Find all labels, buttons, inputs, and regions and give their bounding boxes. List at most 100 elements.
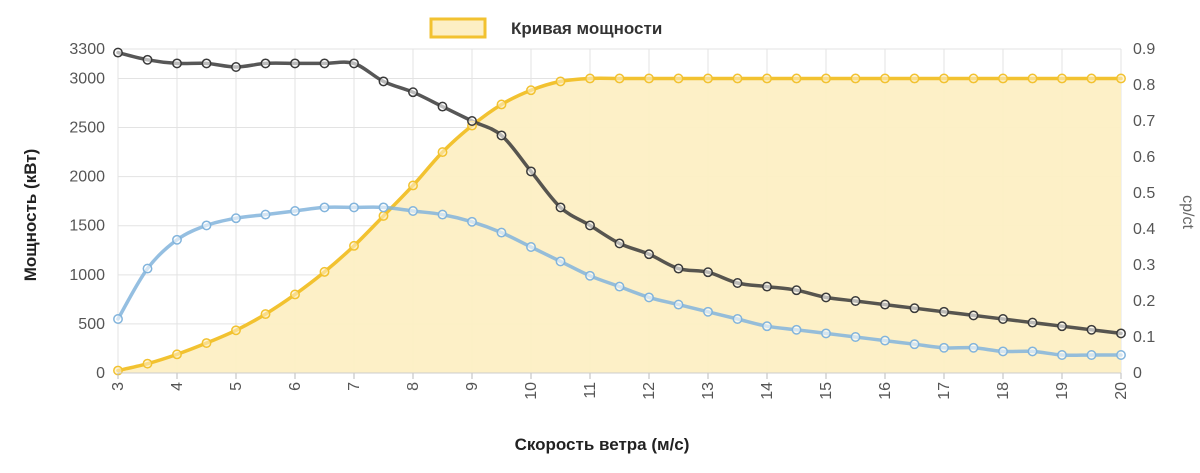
cp-point[interactable] bbox=[467, 116, 477, 126]
ct-point[interactable] bbox=[467, 216, 477, 227]
ct-point[interactable] bbox=[821, 328, 831, 339]
ct-point[interactable] bbox=[201, 220, 212, 231]
ct-point[interactable] bbox=[113, 314, 123, 324]
power-point[interactable] bbox=[998, 73, 1008, 84]
power-point[interactable] bbox=[496, 99, 507, 110]
power-point[interactable] bbox=[762, 73, 772, 84]
ct-point[interactable] bbox=[1027, 346, 1038, 357]
cp-point[interactable] bbox=[821, 292, 831, 303]
cp-point[interactable] bbox=[496, 130, 507, 141]
power-point[interactable] bbox=[319, 266, 330, 277]
ct-point[interactable] bbox=[791, 324, 802, 335]
cp-point[interactable] bbox=[1057, 321, 1067, 332]
power-point[interactable] bbox=[526, 85, 536, 96]
cp-point[interactable] bbox=[1027, 317, 1038, 328]
power-point[interactable] bbox=[378, 210, 389, 221]
cp-point[interactable] bbox=[437, 101, 448, 112]
cp-point[interactable] bbox=[201, 58, 212, 69]
cp-point[interactable] bbox=[142, 54, 153, 65]
cp-point[interactable] bbox=[909, 303, 920, 314]
cp-point[interactable] bbox=[526, 166, 536, 177]
power-point[interactable] bbox=[909, 73, 920, 84]
power-point[interactable] bbox=[1086, 73, 1097, 84]
ct-point[interactable] bbox=[526, 242, 536, 252]
cp-point[interactable] bbox=[673, 263, 684, 274]
power-point[interactable] bbox=[408, 180, 418, 191]
power-point[interactable] bbox=[585, 73, 595, 84]
cp-point[interactable] bbox=[644, 249, 654, 260]
ct-point[interactable] bbox=[673, 299, 684, 310]
ct-point[interactable] bbox=[260, 209, 271, 220]
ct-point[interactable] bbox=[231, 213, 241, 224]
cp-point[interactable] bbox=[319, 58, 330, 69]
power-point[interactable] bbox=[880, 73, 890, 84]
power-point[interactable] bbox=[1057, 73, 1067, 84]
cp-point[interactable] bbox=[1116, 328, 1126, 339]
cp-point[interactable] bbox=[555, 202, 566, 213]
legend-swatch[interactable] bbox=[429, 17, 487, 39]
power-point[interactable] bbox=[850, 73, 861, 84]
power-point[interactable] bbox=[231, 325, 241, 336]
ct-point[interactable] bbox=[349, 202, 359, 213]
ct-point[interactable] bbox=[880, 335, 890, 346]
ct-point[interactable] bbox=[939, 342, 949, 353]
cp-point[interactable] bbox=[349, 58, 359, 69]
ct-point[interactable] bbox=[703, 306, 713, 317]
ct-point[interactable] bbox=[555, 256, 566, 267]
ct-point[interactable] bbox=[378, 202, 389, 213]
legend[interactable]: Кривая мощности bbox=[429, 17, 662, 39]
power-point[interactable] bbox=[1027, 73, 1038, 84]
power-point[interactable] bbox=[673, 73, 684, 84]
power-point[interactable] bbox=[732, 73, 743, 84]
ct-point[interactable] bbox=[585, 270, 595, 281]
power-point[interactable] bbox=[201, 338, 212, 349]
power-point[interactable] bbox=[791, 73, 802, 84]
cp-point[interactable] bbox=[850, 296, 861, 306]
ct-point[interactable] bbox=[408, 206, 418, 216]
power-point[interactable] bbox=[172, 349, 182, 360]
ct-point[interactable] bbox=[319, 202, 330, 213]
cp-point[interactable] bbox=[614, 238, 625, 249]
ct-point[interactable] bbox=[850, 332, 861, 342]
cp-point[interactable] bbox=[998, 314, 1008, 324]
power-point[interactable] bbox=[968, 73, 979, 84]
power-point[interactable] bbox=[1116, 73, 1126, 84]
ct-point[interactable] bbox=[998, 346, 1008, 357]
cp-point[interactable] bbox=[378, 76, 389, 87]
cp-point[interactable] bbox=[762, 281, 772, 292]
power-point[interactable] bbox=[349, 240, 359, 251]
ct-point[interactable] bbox=[762, 321, 772, 332]
ct-point[interactable] bbox=[496, 227, 507, 238]
cp-point[interactable] bbox=[968, 310, 979, 321]
ct-point[interactable] bbox=[437, 209, 448, 220]
ct-point[interactable] bbox=[1116, 350, 1126, 360]
power-point[interactable] bbox=[703, 73, 713, 84]
ct-point[interactable] bbox=[644, 292, 654, 303]
ct-point[interactable] bbox=[172, 234, 182, 245]
power-point[interactable] bbox=[142, 358, 153, 369]
power-point[interactable] bbox=[939, 73, 949, 84]
ct-point[interactable] bbox=[968, 342, 979, 353]
ct-point[interactable] bbox=[614, 281, 625, 292]
legend-label[interactable]: Кривая мощности bbox=[511, 19, 662, 38]
power-point[interactable] bbox=[555, 76, 566, 87]
cp-point[interactable] bbox=[290, 58, 300, 69]
cp-point[interactable] bbox=[1086, 324, 1097, 335]
power-point[interactable] bbox=[614, 73, 625, 84]
ct-point[interactable] bbox=[1086, 350, 1097, 360]
cp-point[interactable] bbox=[939, 306, 949, 317]
ct-point[interactable] bbox=[290, 206, 300, 216]
cp-point[interactable] bbox=[408, 87, 418, 98]
power-point[interactable] bbox=[821, 73, 831, 84]
cp-point[interactable] bbox=[172, 58, 182, 69]
cp-point[interactable] bbox=[880, 299, 890, 310]
ct-point[interactable] bbox=[142, 263, 153, 274]
cp-point[interactable] bbox=[732, 278, 743, 288]
ct-point[interactable] bbox=[732, 314, 743, 324]
power-point[interactable] bbox=[437, 147, 448, 158]
ct-point[interactable] bbox=[909, 339, 920, 350]
cp-point[interactable] bbox=[585, 220, 595, 231]
cp-point[interactable] bbox=[231, 62, 241, 72]
power-point[interactable] bbox=[260, 309, 271, 320]
cp-point[interactable] bbox=[791, 285, 802, 296]
